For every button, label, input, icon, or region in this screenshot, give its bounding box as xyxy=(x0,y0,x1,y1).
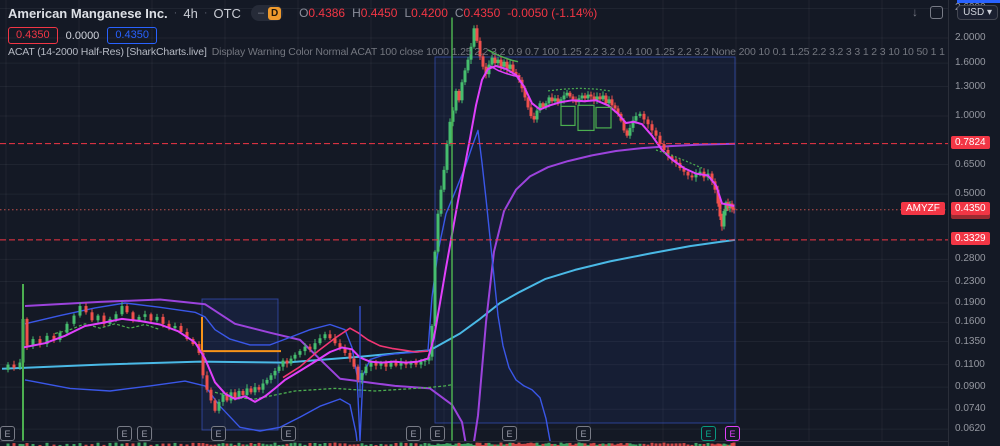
time-axis-separator xyxy=(0,441,1000,442)
low-value: 0.4200 xyxy=(411,6,448,20)
price-axis-label: 0.1100 xyxy=(955,358,985,370)
indicator-legend: ACAT (14-2000 Half-Res) [SharkCharts.liv… xyxy=(8,46,946,58)
change-value: -0.0050 (-1.14%) xyxy=(507,6,598,20)
open-value: 0.4386 xyxy=(308,6,346,20)
earnings-badge[interactable]: E xyxy=(0,426,15,441)
green-left-line xyxy=(54,323,161,335)
green-range-box xyxy=(595,106,612,129)
earnings-badge[interactable]: E xyxy=(502,426,517,441)
crimson-ma xyxy=(282,327,429,379)
price-axis-label: 0.2800 xyxy=(955,253,986,265)
price-axis-label: 0.5000 xyxy=(955,188,986,200)
support-price-badge: 0.3329 xyxy=(951,231,990,245)
price-axis-label: 0.0740 xyxy=(955,403,986,415)
earnings-badge[interactable]: E xyxy=(281,426,296,441)
high-value: 0.4450 xyxy=(360,6,398,20)
green-range-box xyxy=(560,105,576,127)
earnings-badge[interactable]: E xyxy=(137,426,152,441)
plot-area xyxy=(0,0,948,441)
currency-button[interactable]: USD ▾ xyxy=(957,5,998,20)
sell-price-chip[interactable]: 0.4350 xyxy=(8,27,58,44)
price-axis-label: 0.0900 xyxy=(955,381,986,393)
top-blue-strip xyxy=(957,0,1000,3)
magenta-arc xyxy=(489,65,521,78)
price-axis-label: 0.1600 xyxy=(955,316,986,328)
price-axis-label: 0.1900 xyxy=(955,297,986,309)
earnings-badge[interactable]: E xyxy=(211,426,226,441)
separator: · xyxy=(173,7,178,19)
indicator-title[interactable]: ACAT (14-2000 Half-Res) [SharkCharts.liv… xyxy=(8,46,207,58)
price-axis-label: 0.2300 xyxy=(955,275,986,287)
magenta-ma xyxy=(22,65,735,403)
close-value: 0.4350 xyxy=(463,6,501,20)
symbol-title[interactable]: American Manganese Inc. xyxy=(8,5,168,21)
earnings-badge[interactable]: E xyxy=(725,426,740,441)
open-label: O xyxy=(299,6,309,20)
resistance-price-badge: 0.7824 xyxy=(951,135,990,149)
price-axis-label: 2.0000 xyxy=(955,32,986,43)
price-axis-label: 0.0620 xyxy=(955,423,986,435)
symbol-price-flag: AMYZF xyxy=(901,201,945,215)
low-label: L xyxy=(404,6,412,20)
green-lower-line xyxy=(214,384,453,400)
violet-band xyxy=(24,142,736,441)
price-axis-label: 1.0000 xyxy=(955,110,986,122)
earnings-badge[interactable]: E xyxy=(430,426,445,441)
earnings-badge[interactable]: E xyxy=(576,426,591,441)
green-dots-mid xyxy=(547,87,611,92)
blue-upper-band xyxy=(24,129,551,441)
interval-label[interactable]: 4h xyxy=(183,5,198,21)
green-dots-right xyxy=(655,149,703,169)
spread-value: 0.0000 xyxy=(65,29,100,42)
earnings-badge[interactable]: E xyxy=(701,426,716,441)
green-arc xyxy=(487,49,519,63)
cyan-ma xyxy=(1,238,736,370)
blue-lower-band xyxy=(24,379,358,441)
high-label: H xyxy=(352,6,361,20)
fullscreen-icon[interactable] xyxy=(929,5,943,19)
quote-chips: 0.4350 0.0000 0.4350 xyxy=(8,27,157,44)
toggle-dash-icon: – xyxy=(257,7,265,19)
price-axis[interactable]: USD ▾ 2.60002.00001.60001.30001.00000.65… xyxy=(948,0,1000,446)
last-price-badge: 0.4350 xyxy=(951,201,990,215)
price-axis-label: 0.6500 xyxy=(955,158,986,170)
price-axis-label: 1.6000 xyxy=(955,57,986,69)
earnings-badge[interactable]: E xyxy=(117,426,132,441)
indicator-params: Display Warning Color Normal ACAT 100 cl… xyxy=(211,46,945,58)
volume-stubs xyxy=(6,442,736,446)
close-label: C xyxy=(454,6,464,20)
chart-toolbar: ↓ xyxy=(908,5,943,19)
small-box xyxy=(201,298,279,431)
ohlc-readout: O0.4386 H0.4450 L0.4200 C0.4350 -0.0050 … xyxy=(299,6,597,20)
daily-badge: D xyxy=(268,6,282,20)
symbol-header: American Manganese Inc. · 4h · OTC – D O… xyxy=(8,5,597,21)
daily-toggle[interactable]: – D xyxy=(250,5,284,21)
chevron-down-icon: ▾ xyxy=(986,7,992,18)
price-axis-label: 1.3000 xyxy=(955,80,986,92)
green-range-box xyxy=(577,104,595,132)
separator: · xyxy=(203,7,208,19)
download-icon[interactable]: ↓ xyxy=(912,5,918,19)
earnings-badge[interactable]: E xyxy=(406,426,421,441)
buy-price-chip[interactable]: 0.4350 xyxy=(107,27,157,44)
exchange-label: OTC xyxy=(213,5,241,21)
chart-canvas[interactable] xyxy=(0,0,948,446)
price-axis-label: 0.1350 xyxy=(955,335,986,347)
